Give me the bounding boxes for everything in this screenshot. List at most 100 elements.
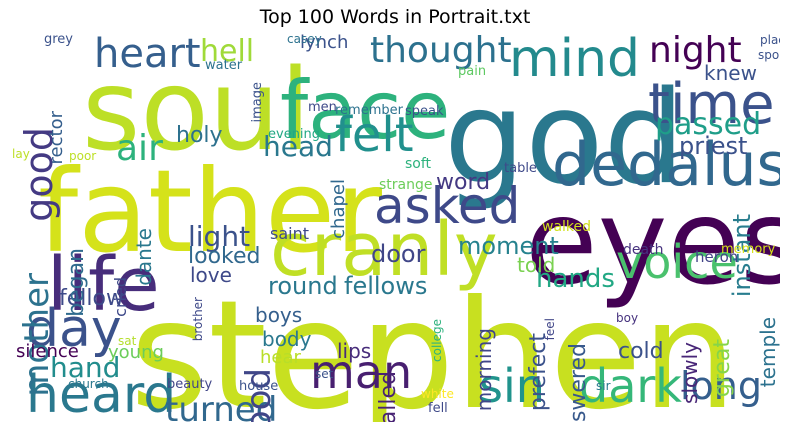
word-head: head <box>263 130 333 163</box>
word-life: life <box>47 242 160 328</box>
word-cloud: stephen god eyes father soul face cranly life de… <box>12 33 780 422</box>
word-set: set <box>315 367 334 381</box>
word-death: death <box>623 242 664 258</box>
word-fell: fell <box>428 401 448 416</box>
word-long: long <box>680 364 763 408</box>
word-sat: sat <box>118 334 137 348</box>
word-priest: priest <box>679 132 748 160</box>
word-great: great <box>710 339 735 398</box>
word-beauty: beauty <box>167 377 213 392</box>
word-called: called <box>376 371 401 422</box>
word-young: young <box>108 342 164 363</box>
word-heart: heart <box>94 33 201 77</box>
word-white: white <box>421 387 454 401</box>
word-casey: casey <box>287 33 322 46</box>
word-voice: voice <box>616 235 738 289</box>
word-slowly: slowly <box>678 342 702 404</box>
word-began: began <box>64 248 89 317</box>
word-mind: mind <box>509 33 641 89</box>
word-cranly: cranly <box>270 207 498 293</box>
word-dark: dark <box>579 359 682 413</box>
word-brother: brother <box>191 297 205 342</box>
word-time: time <box>648 72 775 137</box>
word-sir: sir <box>596 379 611 393</box>
word-dante: dante <box>132 228 156 286</box>
word-house: house <box>239 379 279 394</box>
word-speak: speak <box>405 104 444 119</box>
word-prefect: prefect <box>526 333 551 412</box>
word-word: word <box>436 170 491 195</box>
word-hear: hear <box>260 347 301 368</box>
word-hell: hell <box>200 34 255 69</box>
word-college: college <box>430 319 444 362</box>
word-boys: boys <box>255 303 303 327</box>
word-knew: knew <box>704 61 757 85</box>
word-rector: rector <box>46 111 67 165</box>
word-cried: cried <box>111 277 130 317</box>
word-fellows: fellows <box>344 272 428 300</box>
word-round: round <box>268 272 338 300</box>
word-god: god <box>444 64 685 213</box>
word-moment: moment <box>458 232 559 260</box>
word-stephen: stephen <box>130 269 737 422</box>
word-asked: asked <box>374 177 521 235</box>
chart-title: Top 100 Words in Portrait.txt <box>259 6 531 28</box>
word-holy: holy <box>176 123 223 148</box>
word-remember: remember <box>335 103 403 118</box>
word-walked: walked <box>542 219 592 235</box>
word-told: told <box>517 253 556 277</box>
word-door: door <box>371 240 426 268</box>
word-heard: heard <box>26 365 177 422</box>
word-poor: poor <box>69 149 97 163</box>
word-men: men <box>308 100 337 115</box>
word-turned: turned <box>165 390 278 422</box>
word-air: air <box>116 128 163 169</box>
word-saint: saint <box>270 224 309 243</box>
word-image: image <box>250 82 265 123</box>
word-hand: hand <box>50 351 121 384</box>
word-sin: sin <box>479 359 545 413</box>
word-passed: passed <box>655 107 762 142</box>
word-hands: hands <box>536 264 615 294</box>
word-grey: grey <box>44 33 74 47</box>
word-light: light <box>188 220 251 253</box>
word-cold: cold <box>618 339 664 364</box>
word-dedalus: dedalus <box>552 130 780 200</box>
word-lips: lips <box>337 339 372 363</box>
word-stood: stood <box>239 368 279 422</box>
word-night: night <box>649 33 742 71</box>
word-man: man <box>310 345 413 399</box>
word-body: body <box>262 327 312 351</box>
word-water: water <box>205 58 243 73</box>
word-church: church <box>68 377 109 391</box>
word-day: day <box>26 299 122 359</box>
word-place: place <box>760 33 780 47</box>
word-feel: feel <box>543 318 557 341</box>
word-spoke: spoke <box>758 48 780 62</box>
word-chapel: chapel <box>328 179 349 239</box>
word-strange: strange <box>379 177 433 193</box>
word-evening: evening <box>268 127 321 142</box>
word-boy: boy <box>616 311 639 325</box>
word-morning: morning <box>472 328 496 412</box>
word-looked: looked <box>188 244 261 269</box>
word-soul: soul <box>82 46 311 176</box>
word-felt: felt <box>335 107 414 163</box>
word-fellow: fellow <box>59 286 124 311</box>
word-silence: silence <box>16 341 79 362</box>
word-memory: memory <box>721 242 776 257</box>
word-eyes: eyes <box>525 173 780 311</box>
word-table: table <box>504 161 537 176</box>
word-father: father <box>38 145 382 278</box>
word-thought: thought <box>370 33 512 71</box>
word-soft: soft <box>405 156 432 172</box>
word-mother: mother <box>17 273 57 397</box>
word-lynch: lynch <box>300 33 349 53</box>
word-lay: lay <box>12 147 30 161</box>
word-love: love <box>190 263 232 287</box>
word-face: face <box>280 64 451 157</box>
word-pain: pain <box>458 64 487 79</box>
word-temple: temple <box>756 317 780 388</box>
word-heron: heron <box>695 248 739 266</box>
word-answered: answered <box>566 343 591 422</box>
